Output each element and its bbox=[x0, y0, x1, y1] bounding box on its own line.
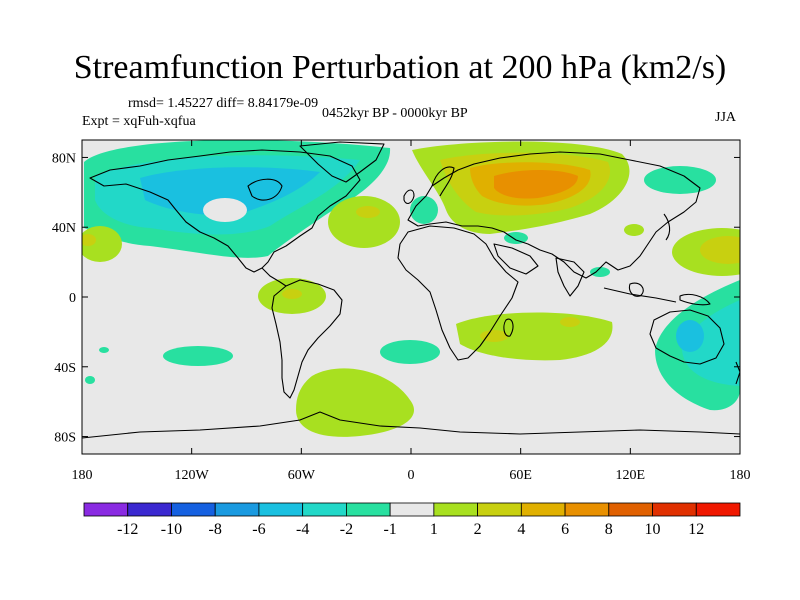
colorbar-swatch bbox=[652, 502, 697, 517]
contour-south-pacific-neg bbox=[163, 346, 233, 366]
coastline-scandinavia bbox=[431, 166, 455, 197]
colorbar-label: 4 bbox=[517, 521, 525, 538]
colorbar-label: 8 bbox=[605, 521, 613, 538]
coastlines bbox=[82, 141, 740, 439]
coastline-north-america bbox=[89, 149, 361, 273]
coastline-arabia bbox=[493, 243, 539, 275]
lat-tick-label: 0 bbox=[69, 291, 76, 306]
coastline-new-guinea bbox=[679, 293, 711, 306]
lon-tick-label: 60E bbox=[509, 468, 532, 483]
colorbar-swatch bbox=[214, 502, 260, 517]
season-label: JJA bbox=[715, 110, 737, 125]
lat-tick-label: 80S bbox=[54, 431, 76, 446]
lon-tick-label: 180 bbox=[72, 468, 93, 483]
colorbar-swatch bbox=[608, 502, 653, 517]
colorbar-label: -6 bbox=[252, 521, 265, 538]
contour-south-atlantic-neg bbox=[380, 340, 440, 364]
contour-hole-pacific bbox=[203, 198, 247, 222]
lon-tick-label: 120E bbox=[616, 468, 646, 483]
coastline-africa bbox=[397, 225, 519, 361]
lon-tick-label: 180 bbox=[730, 468, 751, 483]
coastline-india bbox=[555, 257, 585, 297]
contour-mediterranean-neg bbox=[410, 196, 438, 224]
coastline-central-america bbox=[261, 267, 287, 287]
contour-east-pacific-pos2 bbox=[82, 234, 96, 246]
contour-eurasia-pos4 bbox=[494, 170, 578, 199]
colorbar-label: 1 bbox=[430, 521, 438, 538]
colorbar-swatch bbox=[695, 502, 741, 517]
coastline-new-zealand bbox=[735, 361, 740, 385]
colorbar-swatch bbox=[171, 502, 216, 517]
contour-southern-ocean-pos bbox=[296, 368, 415, 437]
contour-west-pacific-neg bbox=[644, 166, 716, 194]
map-axes: 80N 40N 0 40S 80S 180 120W 60W 0 60E 120E 180 bbox=[52, 140, 751, 483]
lat-tick-label: 40N bbox=[52, 221, 76, 236]
plot-title: Streamfunction Perturbation at 200 hPa (… bbox=[73, 49, 727, 86]
colorbar-label: -4 bbox=[296, 521, 309, 538]
contour-north-atlantic-pos bbox=[328, 196, 400, 248]
colorbar-label: -10 bbox=[161, 521, 182, 538]
coastline-madagascar bbox=[503, 318, 514, 337]
coastline-australia bbox=[649, 309, 725, 365]
contour-south-america-pos2 bbox=[282, 289, 302, 299]
coastline-uk bbox=[403, 189, 415, 205]
contour-australia-neg3 bbox=[676, 320, 704, 352]
contour-asia-pos bbox=[624, 224, 644, 236]
colorbar-swatch bbox=[564, 502, 610, 517]
colorbar-swatch bbox=[433, 502, 479, 517]
colorbar-swatch bbox=[127, 502, 172, 517]
colorbar-label: -2 bbox=[340, 521, 353, 538]
lat-tick-label: 80N bbox=[52, 151, 76, 166]
colorbar-swatch bbox=[302, 502, 347, 517]
colorbar-label: -1 bbox=[383, 521, 396, 538]
coastline-hudson-bay bbox=[247, 178, 283, 201]
colorbar-swatch bbox=[258, 502, 304, 517]
coastline-greenland bbox=[299, 141, 385, 183]
lat-tick-label: 40S bbox=[54, 361, 76, 376]
colorbar-swatch bbox=[477, 502, 522, 517]
contour-australia-neg2 bbox=[682, 300, 740, 386]
colorbar: -12 -10 -8 -6 -4 -2 -1 1 2 4 6 8 10 12 bbox=[83, 502, 741, 538]
contour-arabia-neg bbox=[504, 232, 528, 244]
contour-small-pacific-neg bbox=[99, 347, 109, 353]
contour-indian-ocean-pos2 bbox=[560, 317, 580, 327]
time-period-label: 0452kyr BP - 0000kyr BP bbox=[322, 106, 468, 121]
lon-tick-label: 0 bbox=[408, 468, 415, 483]
contour-fill-layer bbox=[82, 140, 740, 437]
contour-north-pacific-pos2 bbox=[700, 236, 740, 264]
colorbar-label: 10 bbox=[645, 521, 661, 538]
coastline-indonesia bbox=[603, 287, 677, 303]
coastline-eurasia bbox=[407, 151, 701, 279]
contour-north-atlantic-pos2 bbox=[356, 206, 380, 218]
coastline-borneo bbox=[628, 282, 644, 297]
colorbar-label: 2 bbox=[474, 521, 482, 538]
map-panel: 80N 40N 0 40S 80S 180 120W 60W 0 60E 120E 180 bbox=[52, 139, 751, 483]
contour-india-neg bbox=[590, 267, 610, 277]
colorbar-label: -8 bbox=[209, 521, 222, 538]
colorbar-label: 6 bbox=[561, 521, 569, 538]
colorbar-swatch bbox=[520, 502, 566, 517]
lon-tick-label: 120W bbox=[175, 468, 210, 483]
coastline-japan bbox=[663, 213, 671, 241]
colorbar-swatch bbox=[389, 502, 435, 517]
rmsd-diff-stats: rmsd= 1.45227 diff= 8.84179e-09 bbox=[128, 96, 319, 111]
contour-small-neg-2 bbox=[85, 376, 95, 384]
colorbar-label: 12 bbox=[688, 521, 704, 538]
contour-north-america-neg3 bbox=[140, 167, 320, 216]
colorbar-swatch bbox=[83, 502, 129, 517]
colorbar-label: -12 bbox=[117, 521, 138, 538]
coastline-antarctica bbox=[82, 411, 740, 439]
contour-indian-ocean-pos3 bbox=[480, 330, 508, 342]
colorbar-swatch bbox=[345, 502, 391, 517]
coastline-south-america bbox=[271, 279, 343, 399]
experiment-label: Expt = xqFuh-xqfua bbox=[82, 114, 196, 129]
lon-tick-label: 60W bbox=[288, 468, 316, 483]
